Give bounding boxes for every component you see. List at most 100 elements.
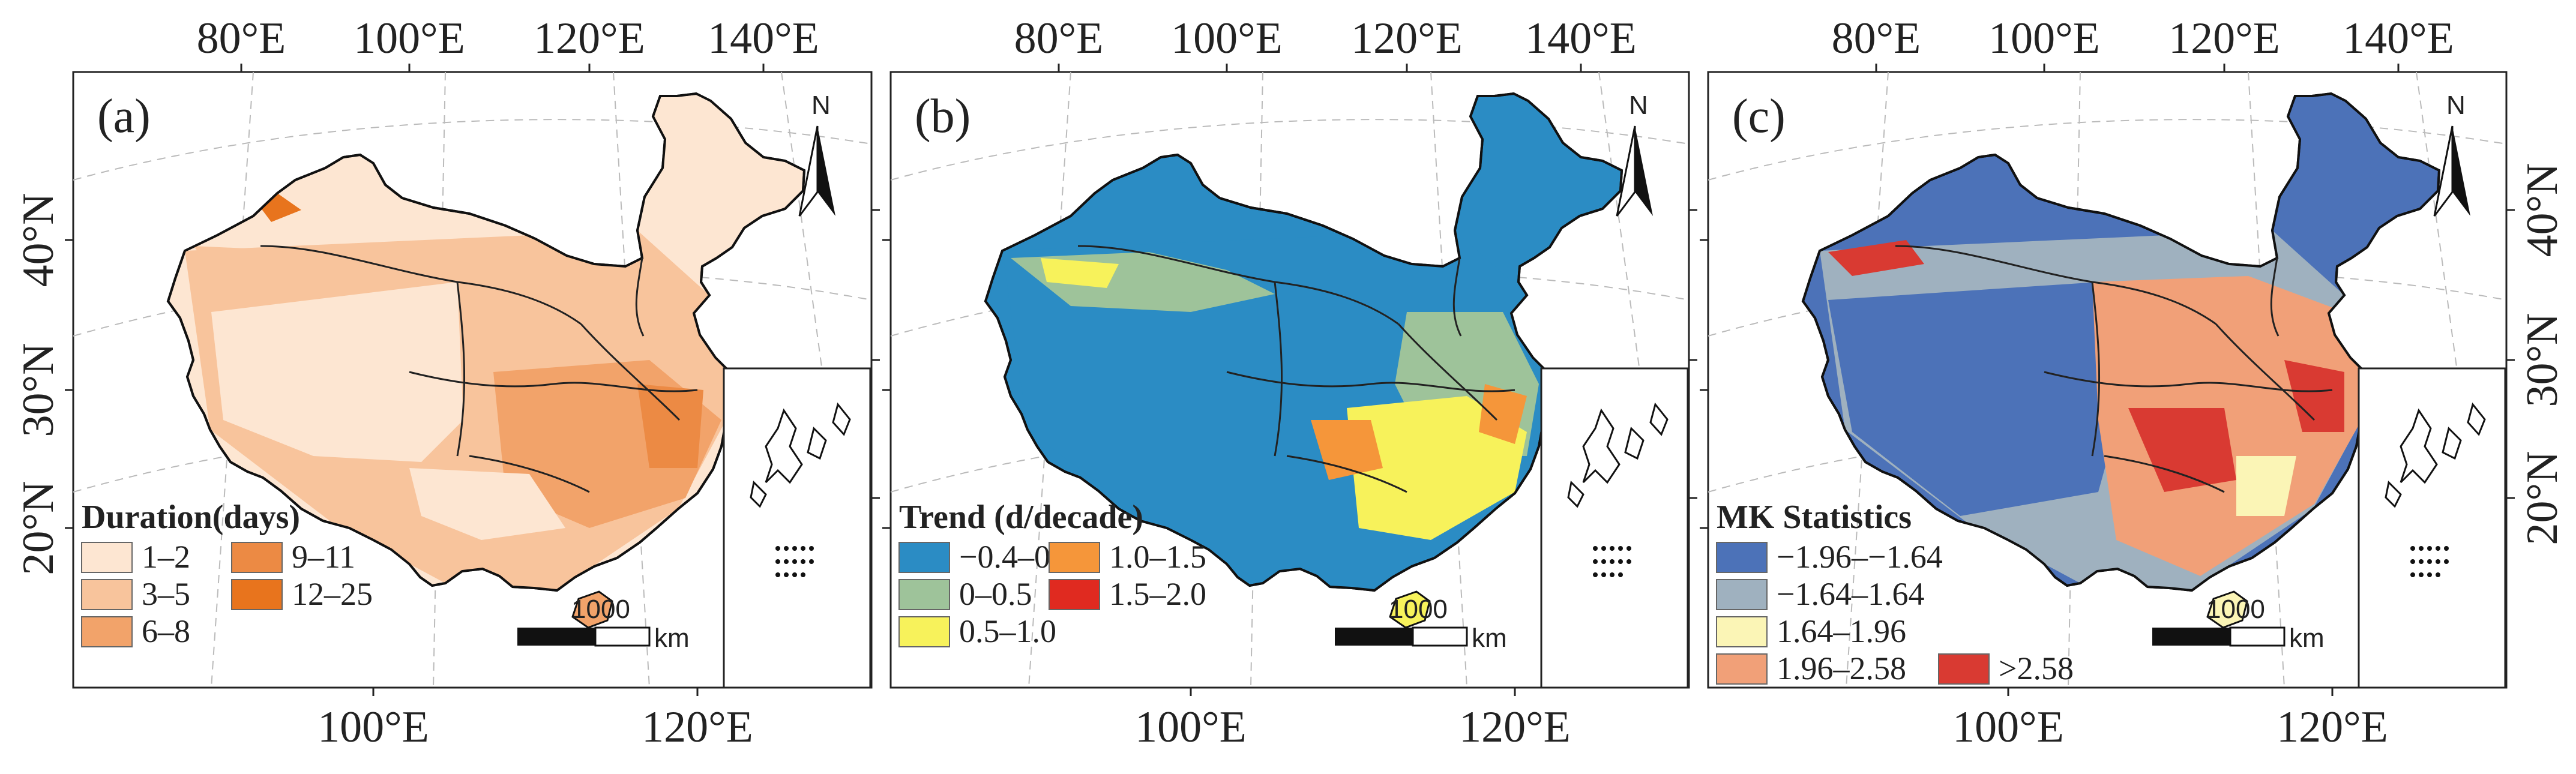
value-region <box>409 468 565 540</box>
legend-label: 0.5–1.0 <box>959 613 1056 649</box>
legend-label: 9–11 <box>292 539 355 575</box>
legend-label: 1.5–2.0 <box>1109 576 1206 612</box>
value-region <box>193 246 355 294</box>
legend-label: −1.96–−1.64 <box>1777 539 1943 575</box>
legend-label: −0.4–0 <box>959 539 1050 575</box>
south-china-sea-inset <box>2358 367 2506 689</box>
legend-label: 1.64–1.96 <box>1777 613 1906 649</box>
legend-swatch <box>1716 653 1768 685</box>
lon-tick-label: 120°E <box>642 703 753 752</box>
north-arrow-icon: N <box>1616 91 1653 217</box>
panel-b: (b) N 1000 km Trend (d/decade)−0.4–00–0.50.5… <box>882 14 1697 752</box>
lon-tick-label: 100°E <box>1135 703 1247 752</box>
legend-label: 1.96–2.58 <box>1777 650 1906 686</box>
lon-tick-label: 120°E <box>534 14 645 63</box>
north-arrow-icon: N <box>798 91 835 217</box>
value-region <box>2284 99 2344 144</box>
north-arrow-icon: N <box>2433 91 2470 217</box>
lat-tick-label: 40°N <box>14 193 63 287</box>
legend-label: 3–5 <box>142 576 190 612</box>
lon-tick-label: 100°E <box>354 14 465 63</box>
legend-swatch <box>81 616 133 647</box>
scale-bar: 1000 km <box>2152 595 2325 653</box>
south-china-sea-inset <box>723 367 871 689</box>
lon-tick-label: 120°E <box>2277 703 2388 752</box>
lon-tick-label: 100°E <box>1988 14 2100 63</box>
legend-label: 12–25 <box>292 576 373 612</box>
value-regions <box>1820 99 2372 590</box>
value-region <box>211 282 463 462</box>
value-region <box>1041 258 1119 288</box>
scale-unit: km <box>2289 623 2325 653</box>
legend-title: MK Statistics <box>1717 499 1912 536</box>
legend-label: 6–8 <box>142 613 190 649</box>
value-region <box>649 96 745 240</box>
lon-tick-label: 140°E <box>2343 14 2454 63</box>
value-region <box>2236 456 2296 516</box>
value-region <box>1479 384 1527 444</box>
scale-bar: 1000 km <box>1335 595 1507 653</box>
legend-swatch <box>1049 542 1100 573</box>
value-region <box>2092 276 2368 576</box>
scale-bar: 1000 km <box>517 595 690 653</box>
scale-unit: km <box>654 623 690 653</box>
lon-tick-label: 120°E <box>2168 14 2280 63</box>
value-region <box>1828 240 1924 276</box>
scale-value: 1000 <box>2206 595 2265 624</box>
legend-swatch <box>1716 616 1768 647</box>
legend-swatch <box>1938 653 1990 685</box>
scale-value: 1000 <box>571 595 630 624</box>
value-region <box>2128 408 2236 492</box>
lat-tick-label: 30°N <box>2518 313 2567 407</box>
value-region <box>637 384 703 468</box>
panel-label: (b) <box>915 90 971 143</box>
panel-a: (a) N 1000 km Duration(days)1–23–56–8 9–1112–… <box>14 14 880 752</box>
legend-label: 1.0–1.5 <box>1109 539 1206 575</box>
north-label: N <box>2446 91 2466 120</box>
lon-tick-label: 80°E <box>197 14 286 63</box>
panel-c: (c) N 1000 km MK Statistics−1.96–−1.64−1.64–… <box>1700 14 2567 752</box>
legend-swatch <box>898 542 950 573</box>
lon-tick-label: 100°E <box>1952 703 2064 752</box>
lat-tick-label: 20°N <box>14 481 63 575</box>
lon-tick-label: 80°E <box>1014 14 1104 63</box>
lon-tick-label: 140°E <box>1525 14 1637 63</box>
legend-title: Duration(days) <box>82 499 300 536</box>
legend-swatch <box>81 542 133 573</box>
value-regions <box>1002 230 1554 590</box>
legend-swatch <box>1716 579 1768 610</box>
legend: Trend (d/decade)−0.4–00–0.50.5–1.0 1.0–1.… <box>898 499 1206 649</box>
scale-value: 1000 <box>1389 595 1448 624</box>
scale-unit: km <box>1472 623 1507 653</box>
legend-label: −1.64–1.64 <box>1777 576 1924 612</box>
legend-label: >2.58 <box>1999 650 2074 686</box>
legend-swatch <box>81 579 133 610</box>
lon-tick-label: 100°E <box>1171 14 1283 63</box>
value-regions <box>185 96 745 590</box>
legend-swatch <box>898 616 950 647</box>
lat-tick-label: 20°N <box>2518 451 2567 545</box>
value-region <box>2284 360 2344 432</box>
legend-title: Trend (d/decade) <box>899 499 1143 536</box>
legend-swatch <box>898 579 950 610</box>
lon-tick-label: 100°E <box>317 703 429 752</box>
south-china-sea-inset <box>1540 367 1689 689</box>
legend-swatch <box>231 542 283 573</box>
panel-label: (a) <box>97 90 151 143</box>
north-label: N <box>811 91 831 120</box>
value-region <box>1828 282 2128 516</box>
panel-label: (c) <box>1732 90 1786 143</box>
legend-label: 1–2 <box>142 539 190 575</box>
lon-tick-label: 80°E <box>1832 14 1921 63</box>
north-label: N <box>1629 91 1648 120</box>
lon-tick-label: 120°E <box>1351 14 1463 63</box>
legend: MK Statistics−1.96–−1.64−1.64–1.641.64–1… <box>1716 499 2074 686</box>
lat-tick-label: 30°N <box>14 343 63 437</box>
lat-tick-label: 40°N <box>2518 163 2567 257</box>
legend-label: 0–0.5 <box>959 576 1032 612</box>
lon-tick-label: 140°E <box>708 14 819 63</box>
lon-tick-label: 120°E <box>1459 703 1571 752</box>
legend-swatch <box>1716 542 1768 573</box>
legend-swatch <box>231 579 283 610</box>
